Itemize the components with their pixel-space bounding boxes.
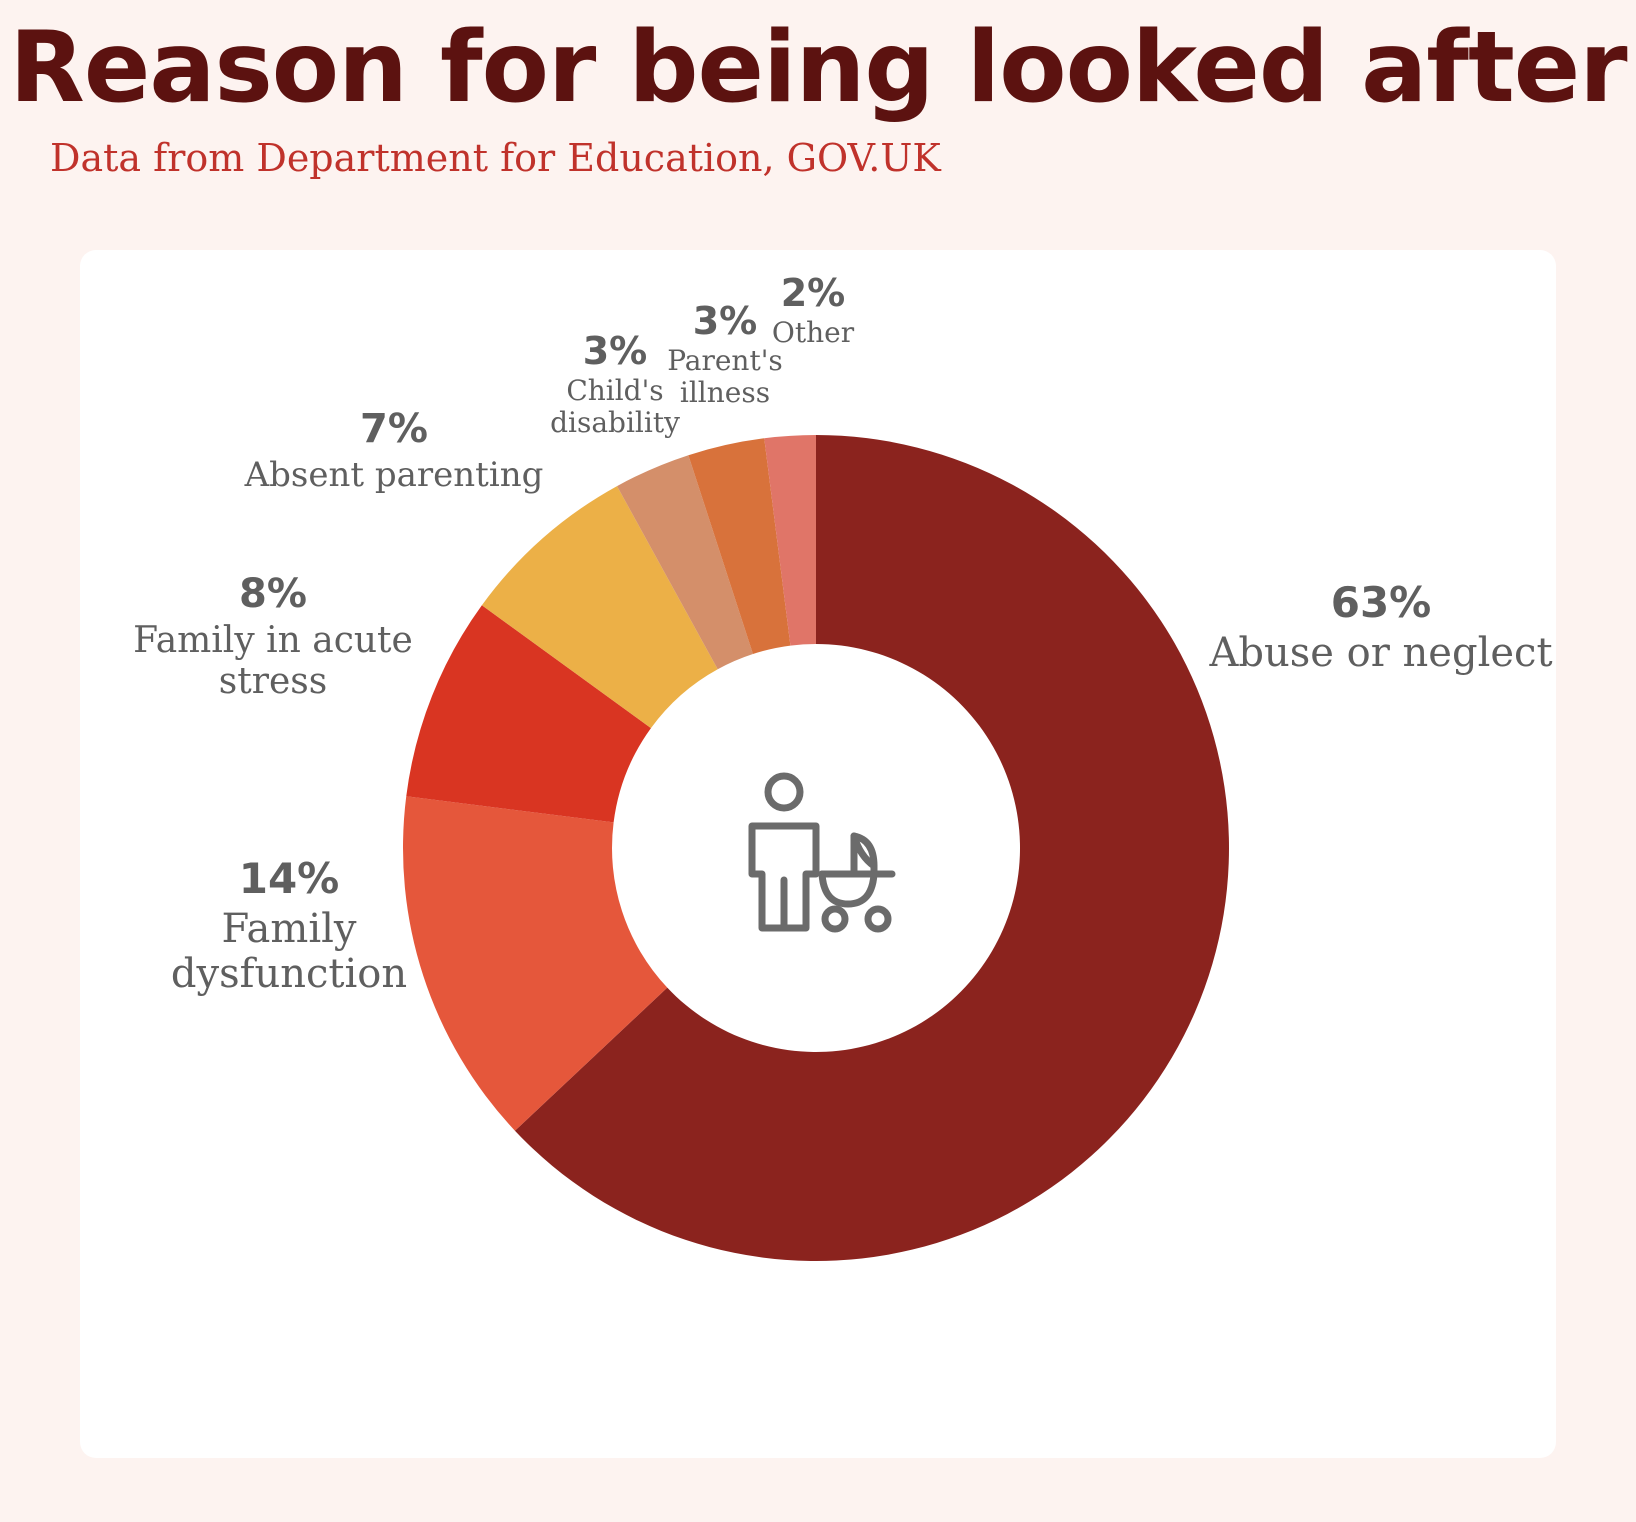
slice-percent-label: 3% (693, 299, 758, 343)
slice-category-label: Family in acute stress (133, 620, 413, 702)
slice-label-family-in-acute-stress: 8%Family in acute stress (133, 571, 413, 702)
chart-title: Reason for being looked after (9, 11, 1627, 125)
donut-slice-family-in-acute-stress (406, 605, 651, 823)
slice-label-abuse-or-neglect: 63%Abuse or neglect (1208, 578, 1552, 676)
slice-label-child-s-disability: 3%Child's disability (550, 329, 680, 439)
donut-slices (403, 435, 1229, 1261)
slice-percent-label: 8% (239, 571, 307, 617)
slice-category-label: Abuse or neglect (1208, 630, 1552, 676)
slice-label-other: 2%Other (772, 271, 855, 349)
donut-slice-child-s-disability (617, 455, 753, 670)
donut-slice-abuse-or-neglect (514, 435, 1229, 1261)
slice-labels: 63%Abuse or neglect 14%Family dysfunction 8… (133, 271, 1552, 997)
parent-with-pram-icon (748, 772, 896, 933)
slice-category-label: Family dysfunction (171, 906, 407, 997)
slice-percent-label: 7% (360, 406, 428, 452)
slice-category-label: Child's disability (550, 374, 680, 439)
donut-slice-absent-parenting (481, 486, 718, 729)
slice-percent-label: 3% (583, 329, 648, 373)
slice-percent-label: 14% (239, 854, 340, 903)
donut-slice-other (764, 435, 816, 646)
slice-percent-label: 2% (781, 271, 846, 315)
slice-category-label: Parent's illness (667, 344, 783, 409)
slice-label-parent-s-illness: 3%Parent's illness (667, 299, 783, 409)
slice-percent-label: 63% (1331, 578, 1432, 627)
chart-subtitle: Data from Department for Education, GOV.… (50, 136, 941, 180)
donut-slice-family-dysfunction (403, 796, 668, 1131)
slice-label-absent-parenting: 7%Absent parenting (244, 406, 544, 495)
donut-slice-parent-s-illness (688, 438, 791, 654)
slice-category-label: Absent parenting (244, 455, 544, 495)
slice-label-family-dysfunction: 14%Family dysfunction (171, 854, 407, 997)
slice-category-label: Other (772, 316, 855, 349)
